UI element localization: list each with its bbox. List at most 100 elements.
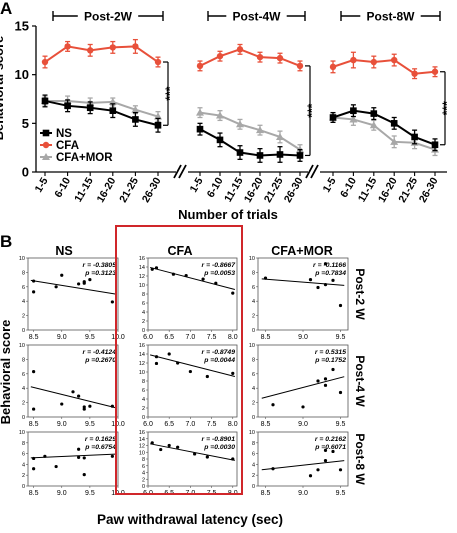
data-point: [82, 405, 86, 409]
x-tick-label: 9.5: [336, 421, 346, 428]
y-tick-label: 15: [15, 19, 29, 34]
series-line: [199, 111, 301, 151]
x-tick-label: 9.0: [298, 334, 308, 341]
series-cfa: [41, 38, 162, 69]
data-point: [86, 104, 94, 112]
data-point: [64, 43, 71, 50]
y-tick-label: 14: [139, 352, 145, 358]
y-tick-label: 8: [22, 357, 25, 363]
data-point: [316, 285, 320, 290]
data-point: [231, 371, 235, 375]
data-point: [411, 70, 418, 77]
series-cfa: [329, 51, 439, 80]
x-tick-label: 26-30: [282, 175, 306, 204]
y-tick-label: 6: [142, 301, 145, 307]
x-tick-label: 8.5: [261, 334, 271, 341]
data-point: [71, 390, 75, 394]
y-tick-label: 8: [142, 379, 145, 385]
data-point: [323, 383, 328, 387]
data-point: [64, 102, 71, 110]
data-point: [201, 277, 205, 281]
data-point: [196, 108, 204, 116]
p-value: p =0.7834: [314, 270, 346, 277]
y-tick-label: 2: [252, 473, 255, 479]
p-value: p =0.2670: [84, 357, 116, 364]
legend-label: NS: [56, 128, 72, 140]
data-point: [196, 62, 204, 70]
y-tick-label: 6: [252, 372, 255, 378]
data-point: [193, 452, 197, 456]
x-tick-label: 26-30: [417, 175, 441, 204]
data-point: [370, 110, 378, 117]
x-tick-label: 8.5: [261, 421, 271, 428]
data-point: [32, 467, 36, 471]
regression-line: [261, 460, 345, 471]
y-tick-label: 14: [139, 265, 145, 271]
y-tick-label: 10: [15, 67, 29, 82]
y-tick-label: 4: [22, 462, 25, 468]
data-point: [60, 402, 64, 406]
data-point: [329, 63, 337, 71]
x-tick-label: 8.5: [29, 490, 39, 497]
x-tick-label: 16-20: [376, 175, 400, 204]
y-tick-label: 10: [139, 370, 145, 376]
data-point: [350, 107, 357, 114]
p-value: p =0.0030: [203, 444, 235, 451]
series-line: [44, 99, 159, 127]
data-point: [329, 114, 337, 121]
axis-break-mark: [173, 164, 182, 179]
x-tick-label: 7.5: [207, 334, 217, 341]
y-tick-label: 16: [139, 430, 145, 436]
x-tick-label: 9.5: [85, 334, 95, 341]
data-point: [154, 58, 162, 66]
legend-label: CFA+MOR: [56, 152, 113, 164]
x-tick-label: 21-25: [262, 175, 286, 204]
p-value: p =0.6754: [84, 444, 116, 451]
y-axis-title: Behavioral score: [0, 320, 13, 425]
x-tick-label: 9.5: [336, 334, 346, 341]
scatter-cfa-post-2w: 0 2 4 6 8 10 12 14 16 6.0 6.5 7.0 7.5 8.0 r = -0.8667p…: [139, 256, 238, 341]
column-title: CFA: [168, 244, 193, 258]
data-point: [176, 445, 180, 449]
series-line: [45, 99, 159, 118]
y-tick-label: 10: [249, 430, 255, 436]
data-point: [236, 46, 244, 53]
regression-line: [149, 266, 236, 290]
data-point: [308, 278, 313, 282]
data-point: [77, 394, 81, 398]
x-tick-label: 9.5: [85, 490, 95, 497]
data-point: [205, 455, 209, 459]
y-tick-label: 12: [139, 274, 145, 280]
axis-break-mark: [310, 164, 319, 179]
x-tick-label: 9.0: [298, 490, 308, 497]
data-point: [109, 44, 117, 51]
y-tick-label: 8: [252, 357, 255, 363]
data-point: [271, 403, 275, 407]
data-point: [276, 151, 284, 158]
x-tick-label: 26-30: [140, 175, 164, 204]
y-tick-label: 0: [252, 415, 255, 421]
panel-label-b: B: [0, 232, 12, 251]
data-point: [296, 62, 304, 70]
data-point: [308, 474, 313, 478]
significance-stars: ***: [305, 103, 319, 117]
series-ns: [196, 122, 304, 163]
regression-line: [261, 278, 345, 286]
x-tick-label: 9.0: [57, 421, 67, 428]
row-label: Post-8 W: [353, 433, 367, 485]
data-point: [110, 404, 114, 408]
data-point: [60, 273, 64, 277]
row-label: Post-2 W: [353, 268, 367, 320]
x-tick-label: 6.0: [143, 334, 153, 341]
x-tick-label: 9.0: [57, 334, 67, 341]
series-line: [332, 116, 436, 151]
y-tick-label: 2: [22, 314, 25, 320]
y-tick-label: 14: [139, 437, 145, 443]
r-value: r = -0.1166: [313, 262, 346, 269]
data-point: [331, 449, 335, 454]
